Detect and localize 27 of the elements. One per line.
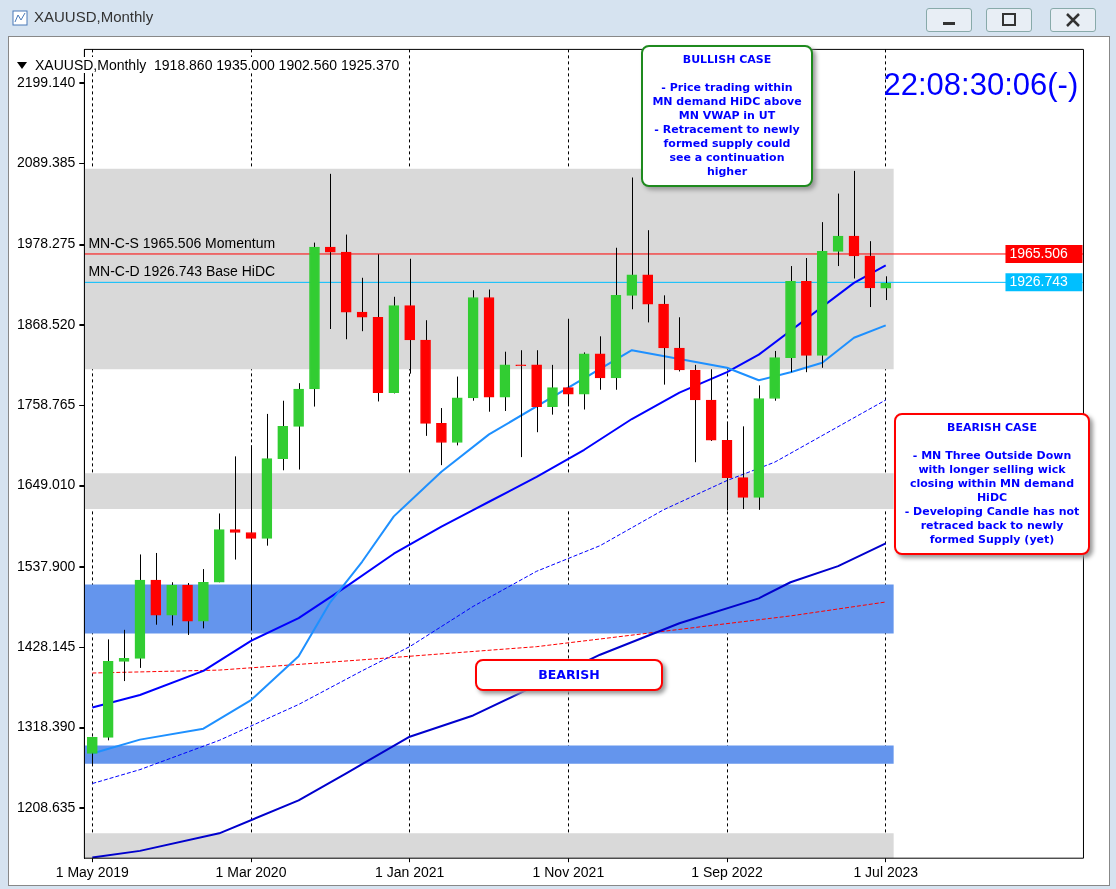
y-tick-label: 1537.900 <box>16 557 76 574</box>
y-tick-label: 1318.390 <box>16 718 76 735</box>
x-tick-label: 1 Sep 2022 <box>691 864 764 881</box>
x-tick-label: 1 Jul 2023 <box>853 864 919 881</box>
callout-box: BEARISH CASE - MN Three Outside Down with longer selling wick closing within MN demand HiDC - Developing Candle has not retraced back to newly formed Supply (yet) <box>894 413 1090 555</box>
callout-box: BULLISH CASE - Price trading within MN demand HiDC above MN VWAP in UT - Retracement to newly formed supply could see a continuation higher <box>641 45 813 187</box>
annotation: 22:08:30:06(-) <box>883 67 1079 103</box>
x-tick-label: 1 Jan 2021 <box>375 864 445 881</box>
x-tick-label: 1 Nov 2021 <box>532 864 605 881</box>
callout-box: BEARISH <box>475 659 663 691</box>
y-tick-label: 1868.520 <box>16 315 76 332</box>
chart-subtitle: XAUUSD,Monthly <box>34 8 154 25</box>
y-tick-label: 1978.275 <box>16 235 76 252</box>
line-series <box>91 399 887 785</box>
y-tick-label: 1208.635 <box>16 798 76 815</box>
x-tick-label: 1 Mar 2020 <box>215 864 287 881</box>
ref-line-label: MN-C-D 1926.743 Base HiDC <box>88 263 276 280</box>
y-tick-label: 1758.765 <box>16 396 76 413</box>
y-tick-label: 1649.010 <box>16 476 76 493</box>
y-tick-label: 1428.145 <box>16 638 76 655</box>
annotation: 1926.743 <box>1009 273 1069 290</box>
text: XAUUSD,Monthly 1918.860 1935.000 1902.560 1925.370 <box>33 57 402 73</box>
ref-line-label: MN-C-S 1965.506 Momentum <box>88 234 276 251</box>
y-tick-label: 2089.385 <box>16 154 76 171</box>
y-tick-label: 2199.140 <box>16 73 76 90</box>
x-tick-label: 1 May 2019 <box>55 864 130 881</box>
annotation: 1965.506 <box>1009 244 1069 261</box>
